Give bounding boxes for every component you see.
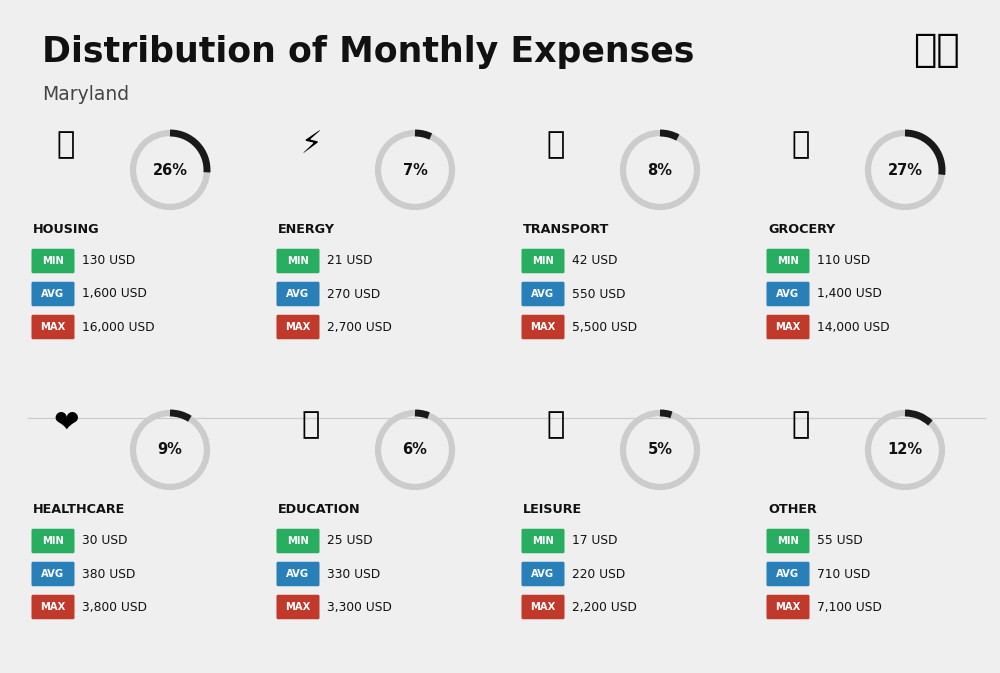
Text: MIN: MIN [42,536,64,546]
Text: 5%: 5% [648,443,672,458]
Text: 2,700 USD: 2,700 USD [327,320,392,334]
Text: MAX: MAX [285,322,311,332]
Text: MIN: MIN [287,256,309,266]
Text: MIN: MIN [532,256,554,266]
Text: AVG: AVG [41,289,65,299]
FancyBboxPatch shape [276,282,320,306]
Text: 16,000 USD: 16,000 USD [82,320,155,334]
FancyBboxPatch shape [767,595,810,619]
Text: MAX: MAX [40,602,66,612]
Text: AVG: AVG [531,569,555,579]
FancyBboxPatch shape [767,315,810,339]
Text: ⚡: ⚡ [300,130,322,159]
Text: 8%: 8% [648,162,672,178]
Text: 710 USD: 710 USD [817,567,870,581]
Text: 12%: 12% [887,443,923,458]
FancyBboxPatch shape [32,562,75,586]
Text: AVG: AVG [41,569,65,579]
Text: 7,100 USD: 7,100 USD [817,600,882,614]
Text: MAX: MAX [775,602,801,612]
Text: MIN: MIN [287,536,309,546]
Text: MIN: MIN [42,256,64,266]
Text: HEALTHCARE: HEALTHCARE [33,503,125,516]
FancyBboxPatch shape [276,562,320,586]
Text: AVG: AVG [286,569,310,579]
FancyBboxPatch shape [32,315,75,339]
FancyBboxPatch shape [522,315,564,339]
Text: MIN: MIN [777,536,799,546]
Text: 220 USD: 220 USD [572,567,625,581]
FancyBboxPatch shape [522,562,564,586]
FancyBboxPatch shape [32,529,75,553]
Text: MAX: MAX [40,322,66,332]
Text: 550 USD: 550 USD [572,287,626,301]
FancyBboxPatch shape [32,249,75,273]
FancyBboxPatch shape [276,249,320,273]
Text: Distribution of Monthly Expenses: Distribution of Monthly Expenses [42,35,694,69]
FancyBboxPatch shape [767,249,810,273]
Text: ❤: ❤ [53,410,79,439]
Text: 2,200 USD: 2,200 USD [572,600,637,614]
Text: 42 USD: 42 USD [572,254,618,267]
Text: 9%: 9% [158,443,182,458]
Text: 25 USD: 25 USD [327,534,373,548]
Text: 30 USD: 30 USD [82,534,128,548]
FancyBboxPatch shape [522,249,564,273]
Text: 330 USD: 330 USD [327,567,380,581]
Text: AVG: AVG [776,289,800,299]
FancyBboxPatch shape [276,315,320,339]
Text: HOUSING: HOUSING [33,223,100,236]
Text: 110 USD: 110 USD [817,254,870,267]
FancyBboxPatch shape [522,282,564,306]
Text: 14,000 USD: 14,000 USD [817,320,890,334]
Text: 🛒: 🛒 [792,130,810,159]
Text: MIN: MIN [532,536,554,546]
Text: 3,300 USD: 3,300 USD [327,600,392,614]
FancyBboxPatch shape [767,562,810,586]
Text: AVG: AVG [286,289,310,299]
Text: 🛍: 🛍 [547,410,565,439]
FancyBboxPatch shape [32,282,75,306]
Text: 🏢: 🏢 [57,130,75,159]
Text: MAX: MAX [775,322,801,332]
Text: 55 USD: 55 USD [817,534,863,548]
Text: 3,800 USD: 3,800 USD [82,600,147,614]
Text: 26%: 26% [152,162,188,178]
Text: Maryland: Maryland [42,85,129,104]
Text: EDUCATION: EDUCATION [278,503,361,516]
Text: LEISURE: LEISURE [523,503,582,516]
Text: 27%: 27% [888,162,923,178]
Text: 21 USD: 21 USD [327,254,372,267]
Text: 7%: 7% [403,162,427,178]
Text: 17 USD: 17 USD [572,534,618,548]
FancyBboxPatch shape [767,282,810,306]
Text: 1,400 USD: 1,400 USD [817,287,882,301]
Text: 💰: 💰 [792,410,810,439]
Text: TRANSPORT: TRANSPORT [523,223,609,236]
Text: AVG: AVG [776,569,800,579]
Text: OTHER: OTHER [768,503,817,516]
Text: 380 USD: 380 USD [82,567,135,581]
FancyBboxPatch shape [276,529,320,553]
FancyBboxPatch shape [767,529,810,553]
Text: 🎓: 🎓 [302,410,320,439]
Text: MAX: MAX [285,602,311,612]
Text: 130 USD: 130 USD [82,254,135,267]
Text: MAX: MAX [530,602,556,612]
FancyBboxPatch shape [522,529,564,553]
FancyBboxPatch shape [522,595,564,619]
Text: 6%: 6% [403,443,427,458]
Text: GROCERY: GROCERY [768,223,835,236]
Text: 5,500 USD: 5,500 USD [572,320,637,334]
Text: 270 USD: 270 USD [327,287,380,301]
Text: AVG: AVG [531,289,555,299]
FancyBboxPatch shape [32,595,75,619]
Text: 1,600 USD: 1,600 USD [82,287,147,301]
Text: 🇺🇸: 🇺🇸 [913,31,960,69]
Text: MAX: MAX [530,322,556,332]
Text: 🚌: 🚌 [547,130,565,159]
FancyBboxPatch shape [276,595,320,619]
Text: ENERGY: ENERGY [278,223,335,236]
Text: MIN: MIN [777,256,799,266]
